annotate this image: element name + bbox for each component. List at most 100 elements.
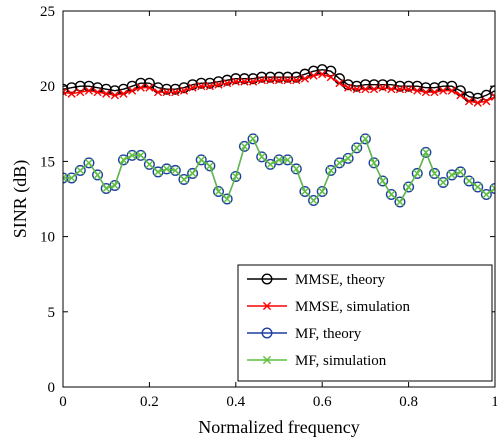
legend-label: MF, theory (295, 326, 362, 342)
data-point (248, 134, 258, 143)
data-point (256, 151, 268, 163)
data-point (326, 166, 335, 175)
legend-label: MMSE, simulation (295, 299, 411, 315)
data-point (333, 157, 345, 169)
data-point (413, 169, 422, 178)
data-point (351, 142, 363, 154)
data-point (299, 185, 311, 197)
data-point (110, 181, 119, 190)
data-point (74, 164, 86, 176)
data-point (204, 160, 216, 172)
data-point (292, 76, 301, 85)
data-point (66, 82, 78, 94)
data-point (205, 82, 214, 91)
data-point (136, 151, 145, 160)
legend-entry: MF, theory (247, 326, 362, 342)
data-point (266, 76, 275, 85)
data-point (482, 97, 491, 106)
data-point (456, 167, 465, 177)
data-point (145, 160, 154, 169)
data-point (369, 85, 379, 94)
x-axis-label: Normalized frequency (198, 417, 359, 437)
data-point (473, 98, 482, 107)
legend: MMSE, theory MMSE, simulation MF, theory MF… (237, 264, 493, 382)
data-point (102, 89, 111, 98)
data-point (292, 164, 301, 174)
data-point (464, 97, 474, 106)
data-point (361, 134, 370, 143)
data-point (179, 175, 189, 184)
data-point (387, 85, 396, 94)
data-point (197, 82, 206, 91)
data-point (240, 77, 249, 86)
x-tick-label: 0.8 (399, 394, 418, 410)
data-point (429, 167, 441, 179)
data-point (290, 163, 302, 175)
series-4 (63, 134, 495, 207)
data-point (221, 74, 233, 86)
data-point (128, 151, 137, 160)
legend-label: MF, simulation (295, 353, 387, 369)
data-point (447, 170, 456, 180)
data-point (171, 166, 180, 175)
data-point (378, 176, 387, 186)
data-point (231, 77, 240, 86)
series-layer (63, 64, 495, 208)
data-point (411, 167, 423, 179)
data-point (344, 83, 353, 92)
data-point (430, 169, 439, 178)
data-point (76, 88, 85, 97)
data-point (463, 175, 475, 187)
legend-marker (262, 301, 272, 311)
data-point (221, 193, 233, 205)
data-point (197, 155, 206, 164)
data-point (480, 188, 492, 200)
data-point (325, 164, 337, 176)
x-tick-label: 0 (59, 394, 67, 410)
data-point (300, 187, 310, 196)
y-axis-label: SINR (dB) (10, 160, 31, 239)
data-point (395, 85, 405, 94)
data-point (145, 83, 154, 92)
data-point (136, 83, 145, 92)
data-point (421, 148, 430, 157)
data-point (403, 181, 415, 193)
data-point (187, 79, 199, 91)
legend-marker (261, 327, 273, 339)
plot-frame (62, 10, 496, 388)
data-point (368, 157, 380, 169)
data-point (308, 195, 320, 207)
data-point (352, 143, 361, 152)
legend-marker (262, 355, 272, 365)
legend-box (237, 264, 493, 382)
legend-entry: MMSE, simulation (247, 299, 411, 315)
data-point (318, 187, 327, 196)
data-point (361, 85, 370, 94)
data-point (188, 169, 197, 178)
y-tick-label: 15 (40, 154, 55, 170)
data-point (283, 155, 292, 164)
data-point (300, 74, 310, 83)
data-point (464, 176, 474, 186)
data-point (377, 175, 389, 187)
data-point (430, 88, 439, 97)
series-2 (63, 70, 495, 107)
legend-entry: MF, simulation (247, 353, 387, 369)
data-point (213, 185, 225, 197)
data-point (482, 190, 491, 199)
data-point (238, 140, 250, 152)
data-point (385, 188, 397, 200)
data-point (456, 91, 465, 100)
data-point (447, 86, 456, 95)
data-point (490, 184, 495, 193)
data-point (472, 181, 484, 193)
data-point (162, 164, 171, 174)
data-point (489, 85, 495, 97)
data-point (93, 170, 102, 180)
data-point (110, 91, 119, 100)
data-point (187, 167, 199, 179)
data-point (359, 133, 371, 145)
data-point (76, 166, 85, 175)
